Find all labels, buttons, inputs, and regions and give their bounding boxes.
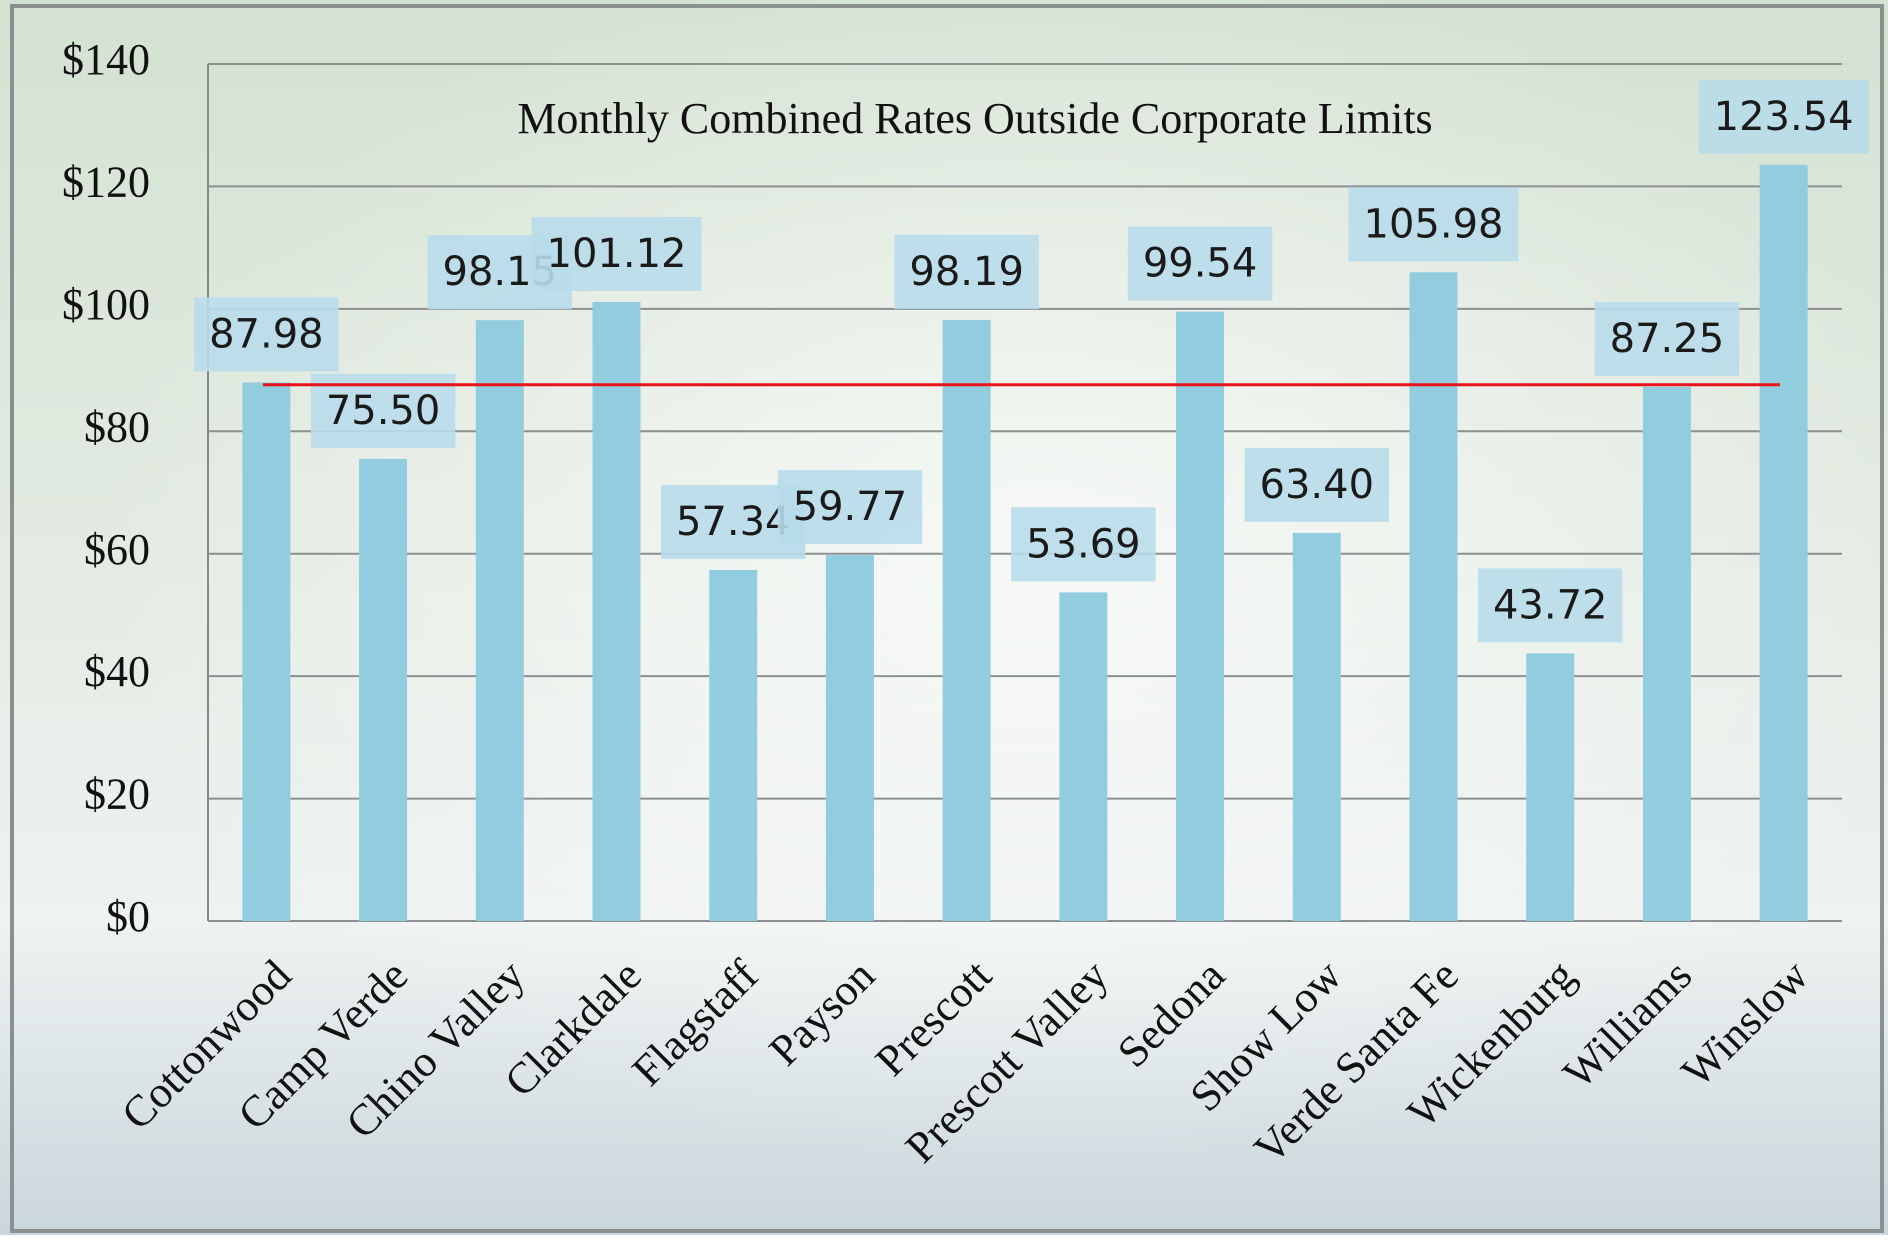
chart-title: Monthly Combined Rates Outside Corporate… [517,94,1432,143]
bar [1059,592,1108,921]
frame [10,4,1884,1233]
bar [359,458,408,921]
bar [709,569,758,921]
value-label: 105.98 [1364,201,1504,247]
value-label-box [1348,187,1519,262]
bar [242,382,291,921]
bar [1642,386,1691,921]
y-tick-label: $120 [62,158,150,207]
value-label: 57.34 [676,499,791,545]
value-label: 43.72 [1493,582,1608,628]
value-label-box [1244,447,1390,522]
bar [475,320,524,922]
y-tick-label: $20 [84,770,150,819]
bar [592,302,641,922]
bar [1759,164,1808,921]
value-label-box [894,234,1039,309]
bar [825,555,874,921]
bar [1176,311,1225,922]
value-label: 59.77 [793,484,908,530]
value-label-box [1698,79,1869,154]
y-tick-label: $40 [84,647,150,696]
bar [1292,532,1341,921]
value-label-box [194,297,339,372]
y-tick-label: $140 [62,35,150,84]
value-label: 101.12 [547,231,687,277]
y-tick-label: $0 [106,892,150,941]
value-label: 87.98 [209,311,324,357]
value-label-box [1477,568,1623,643]
value-label-box [1011,507,1156,582]
value-label-box [1594,301,1740,376]
value-label: 98.19 [909,249,1024,295]
value-label-box [777,470,923,545]
value-label-box [1127,226,1273,301]
value-label: 99.54 [1143,241,1258,287]
value-label-box [531,217,702,292]
y-tick-label: $80 [84,402,150,451]
value-label: 87.25 [1610,316,1725,362]
value-label: 63.40 [1260,462,1375,508]
value-label: 75.50 [326,388,441,434]
bar [942,319,991,922]
value-label: 53.69 [1026,521,1141,567]
y-tick-label: $100 [62,280,150,329]
y-tick-label: $60 [84,525,150,574]
value-label: 123.54 [1714,94,1854,140]
bar [1409,272,1458,922]
bar [1526,653,1575,921]
